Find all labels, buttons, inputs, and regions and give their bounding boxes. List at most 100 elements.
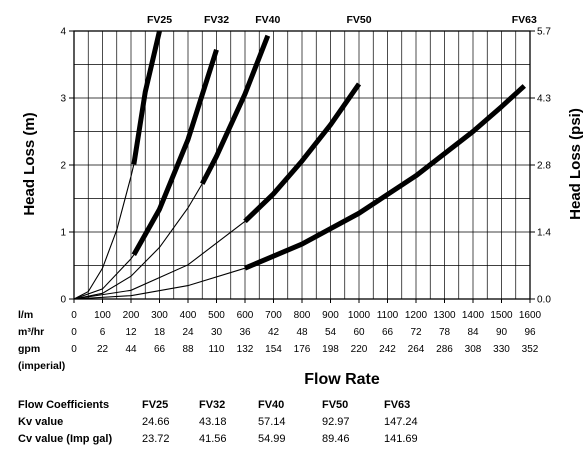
series-label-fv25: FV25 <box>147 14 172 26</box>
x-tick-label: 330 <box>493 344 510 355</box>
x-tick-label: 48 <box>296 327 308 338</box>
x-tick-label: 24 <box>182 327 194 338</box>
table-cell: 89.46 <box>322 432 350 445</box>
x-scale-unit-label: gpm <box>18 343 40 355</box>
table-header-cell: FV40 <box>258 398 285 411</box>
y-tick-label-right: 5.7 <box>537 27 551 38</box>
curve-fv63-thick <box>244 84 526 271</box>
x-tick-label: 154 <box>265 344 282 355</box>
y-tick-label-left: 3 <box>60 94 66 105</box>
y-tick-label-right: 2.8 <box>537 161 551 172</box>
y-tick-label-left: 1 <box>60 228 66 239</box>
x-tick-label: 300 <box>151 310 168 321</box>
y-tick-label-right: 4.3 <box>537 94 551 105</box>
x-tick-label: 0 <box>71 327 77 338</box>
series-labels: FV25 FV32 FV40 FV50 FV63 <box>147 14 537 26</box>
x-tick-label: 242 <box>379 344 396 355</box>
x-tick-label: 0 <box>71 344 77 355</box>
table-cell: 147.24 <box>384 415 418 428</box>
x-tick-label: 66 <box>154 344 166 355</box>
x-tick-label: 12 <box>125 327 137 338</box>
y-tick-label-left: 0 <box>60 295 66 306</box>
curve-fv63-thin <box>74 267 246 299</box>
head-loss-chart: FV25 FV32 FV40 FV50 FV63 012340.01.42.84.35.… <box>18 14 584 388</box>
series-label-fv40: FV40 <box>255 14 280 26</box>
x-tick-label: 132 <box>237 344 254 355</box>
x-tick-label: 1400 <box>462 310 485 321</box>
x-tick-label: 500 <box>208 310 225 321</box>
table-cell: 41.56 <box>199 432 227 445</box>
x-tick-label: 1300 <box>433 310 456 321</box>
x-tick-label: 900 <box>322 310 339 321</box>
x-tick-label: 100 <box>94 310 111 321</box>
x-tick-label: 72 <box>410 327 422 338</box>
x-tick-label: 308 <box>465 344 482 355</box>
x-tick-label: 600 <box>237 310 254 321</box>
flow-coefficients-table: Flow Coefficients FV25 FV32 FV40 FV50 FV… <box>18 396 444 447</box>
y-tick-label-right: 1.4 <box>537 228 551 239</box>
curve-fv32-thin <box>74 254 135 299</box>
x-tick-label: 1100 <box>377 310 399 321</box>
curves <box>74 30 526 299</box>
series-label-fv32: FV32 <box>204 14 229 26</box>
table-row: Cv value (Imp gal) 23.72 41.56 54.99 89.… <box>18 430 444 447</box>
y-tick-label-right: 0.0 <box>537 295 551 306</box>
x-tick-label: 200 <box>123 310 140 321</box>
x-tick-label: 220 <box>351 344 368 355</box>
x-tick-label: 1600 <box>519 310 542 321</box>
x-tick-label: 1000 <box>348 310 371 321</box>
table-cell: 57.14 <box>258 415 286 428</box>
x-tick-label: 60 <box>353 327 365 338</box>
x-axis-title: Flow Rate <box>304 371 380 388</box>
curve-fv25-thick <box>131 30 162 165</box>
table-header-cell: Flow Coefficients <box>18 398 110 411</box>
x-tick-label: 18 <box>154 327 166 338</box>
x-tick-label: 36 <box>239 327 251 338</box>
curve-fv40-thin <box>74 183 203 299</box>
x-tick-label: 44 <box>125 344 137 355</box>
table-cell: 43.18 <box>199 415 227 428</box>
x-tick-label: 176 <box>294 344 311 355</box>
table-header-cell: FV63 <box>384 398 411 411</box>
x-tick-label: 198 <box>322 344 339 355</box>
x-tick-label: 78 <box>439 327 451 338</box>
curve-fv32-thick <box>131 49 219 257</box>
x-scale-note: (imperial) <box>18 360 65 372</box>
x-tick-label: 264 <box>408 344 425 355</box>
x-tick-label: 42 <box>268 327 280 338</box>
x-tick-label: 400 <box>180 310 197 321</box>
table-cell: 54.99 <box>258 432 286 445</box>
table-row-label: Cv value (Imp gal) <box>18 432 113 445</box>
table-header-row: Flow Coefficients FV25 FV32 FV40 FV50 FV… <box>18 396 444 413</box>
x-tick-label: 352 <box>522 344 539 355</box>
table-row: Kv value 24.66 43.18 57.14 92.97 147.24 <box>18 413 444 430</box>
curve-fv50-thick <box>243 82 362 224</box>
x-tick-label: 30 <box>211 327 223 338</box>
y-axis-title-left: Head Loss (m) <box>21 112 38 215</box>
x-tick-label: 700 <box>265 310 282 321</box>
x-tick-label: 1200 <box>405 310 428 321</box>
table-cell: 23.72 <box>142 432 170 445</box>
x-tick-label: 1500 <box>490 310 513 321</box>
curve-fv40-thick <box>200 34 271 185</box>
x-tick-label: 22 <box>97 344 109 355</box>
x-tick-label: 110 <box>209 344 225 355</box>
y-tick-label-left: 4 <box>60 27 66 38</box>
curve-fv50-thin <box>74 220 246 299</box>
x-tick-label: 88 <box>182 344 194 355</box>
y-axis-title-right: Head Loss (psi) <box>567 108 584 220</box>
x-tick-label: 0 <box>71 310 77 321</box>
x-tick-label: 96 <box>524 327 536 338</box>
table-header-cell: FV25 <box>142 398 169 411</box>
x-tick-label: 54 <box>325 327 337 338</box>
x-tick-label: 84 <box>467 327 479 338</box>
y-tick-label-left: 2 <box>60 161 66 172</box>
x-tick-label: 800 <box>294 310 311 321</box>
x-tick-label: 90 <box>496 327 508 338</box>
x-tick-label: 6 <box>100 327 106 338</box>
grid-lines <box>73 30 531 300</box>
table-cell: 141.69 <box>384 432 418 445</box>
table-header-cell: FV50 <box>322 398 349 411</box>
x-scale-unit-label: l/m <box>18 309 33 321</box>
